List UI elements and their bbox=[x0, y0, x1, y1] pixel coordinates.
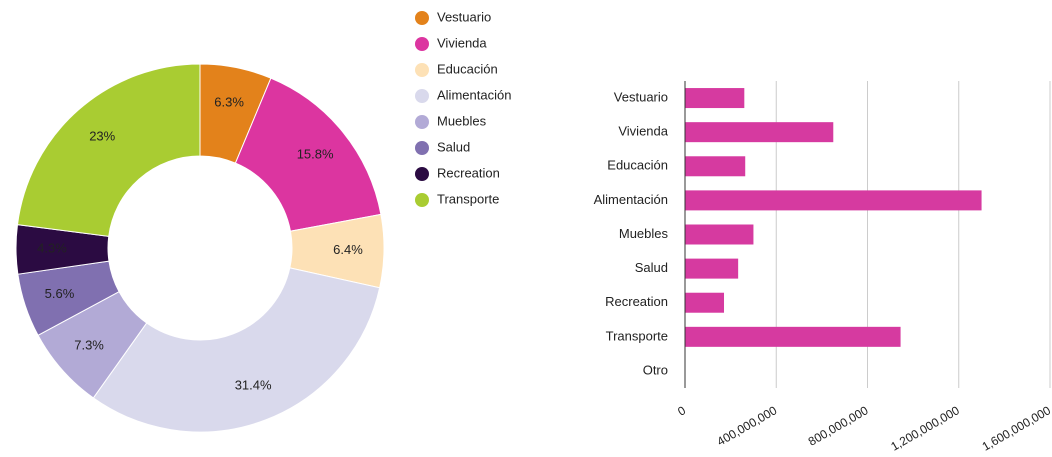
bar bbox=[685, 88, 745, 109]
slice-label: 5.6% bbox=[45, 286, 75, 301]
y-tick-label: Recreation bbox=[605, 294, 668, 309]
slice-label: 4.3% bbox=[37, 241, 67, 256]
y-tick-label: Otro bbox=[643, 362, 668, 377]
bar bbox=[685, 190, 982, 211]
legend-label: Muebles bbox=[437, 113, 487, 128]
legend-label: Transporte bbox=[437, 191, 499, 206]
x-tick-label: 1,200,000,000 bbox=[888, 403, 962, 454]
y-tick-label: Muebles bbox=[619, 226, 669, 241]
x-tick-label: 1,600,000,000 bbox=[980, 403, 1052, 454]
bar bbox=[685, 258, 739, 279]
x-tick-label: 400,000,000 bbox=[715, 403, 780, 449]
legend-swatch bbox=[415, 193, 429, 207]
slice-label: 15.8% bbox=[297, 146, 334, 161]
bar bbox=[685, 292, 725, 313]
legend-label: Salud bbox=[437, 139, 470, 154]
y-tick-label: Vivienda bbox=[618, 124, 668, 139]
legend-swatch bbox=[415, 141, 429, 155]
legend-label: Educación bbox=[437, 61, 498, 76]
y-tick-label: Salud bbox=[635, 260, 668, 275]
legend-label: Vestuario bbox=[437, 9, 491, 24]
slice bbox=[16, 63, 201, 237]
bar bbox=[685, 224, 754, 245]
legend-swatch bbox=[415, 63, 429, 77]
slice-label: 6.3% bbox=[214, 94, 244, 109]
y-tick-label: Vestuario bbox=[614, 89, 668, 104]
x-tick-label: 800,000,000 bbox=[806, 403, 871, 449]
legend-label: Vivienda bbox=[437, 35, 487, 50]
legend-label: Alimentación bbox=[437, 87, 511, 102]
y-tick-label: Transporte bbox=[606, 328, 668, 343]
slice-label: 7.3% bbox=[74, 337, 104, 352]
legend-swatch bbox=[415, 167, 429, 181]
legend-swatch bbox=[415, 115, 429, 129]
slice-label: 6.4% bbox=[333, 242, 363, 257]
y-tick-label: Educación bbox=[607, 158, 668, 173]
slice-label: 31.4% bbox=[235, 378, 272, 393]
legend-label: Recreation bbox=[437, 165, 500, 180]
bar bbox=[685, 122, 834, 143]
slice-label: 23% bbox=[89, 128, 115, 143]
x-tick-label: 0 bbox=[675, 403, 688, 419]
bar bbox=[685, 156, 746, 177]
legend-swatch bbox=[415, 11, 429, 25]
legend-swatch bbox=[415, 89, 429, 103]
y-tick-label: Alimentación bbox=[594, 192, 668, 207]
slice bbox=[92, 267, 381, 433]
legend-swatch bbox=[415, 37, 429, 51]
bar bbox=[685, 326, 901, 347]
slice bbox=[234, 77, 382, 232]
